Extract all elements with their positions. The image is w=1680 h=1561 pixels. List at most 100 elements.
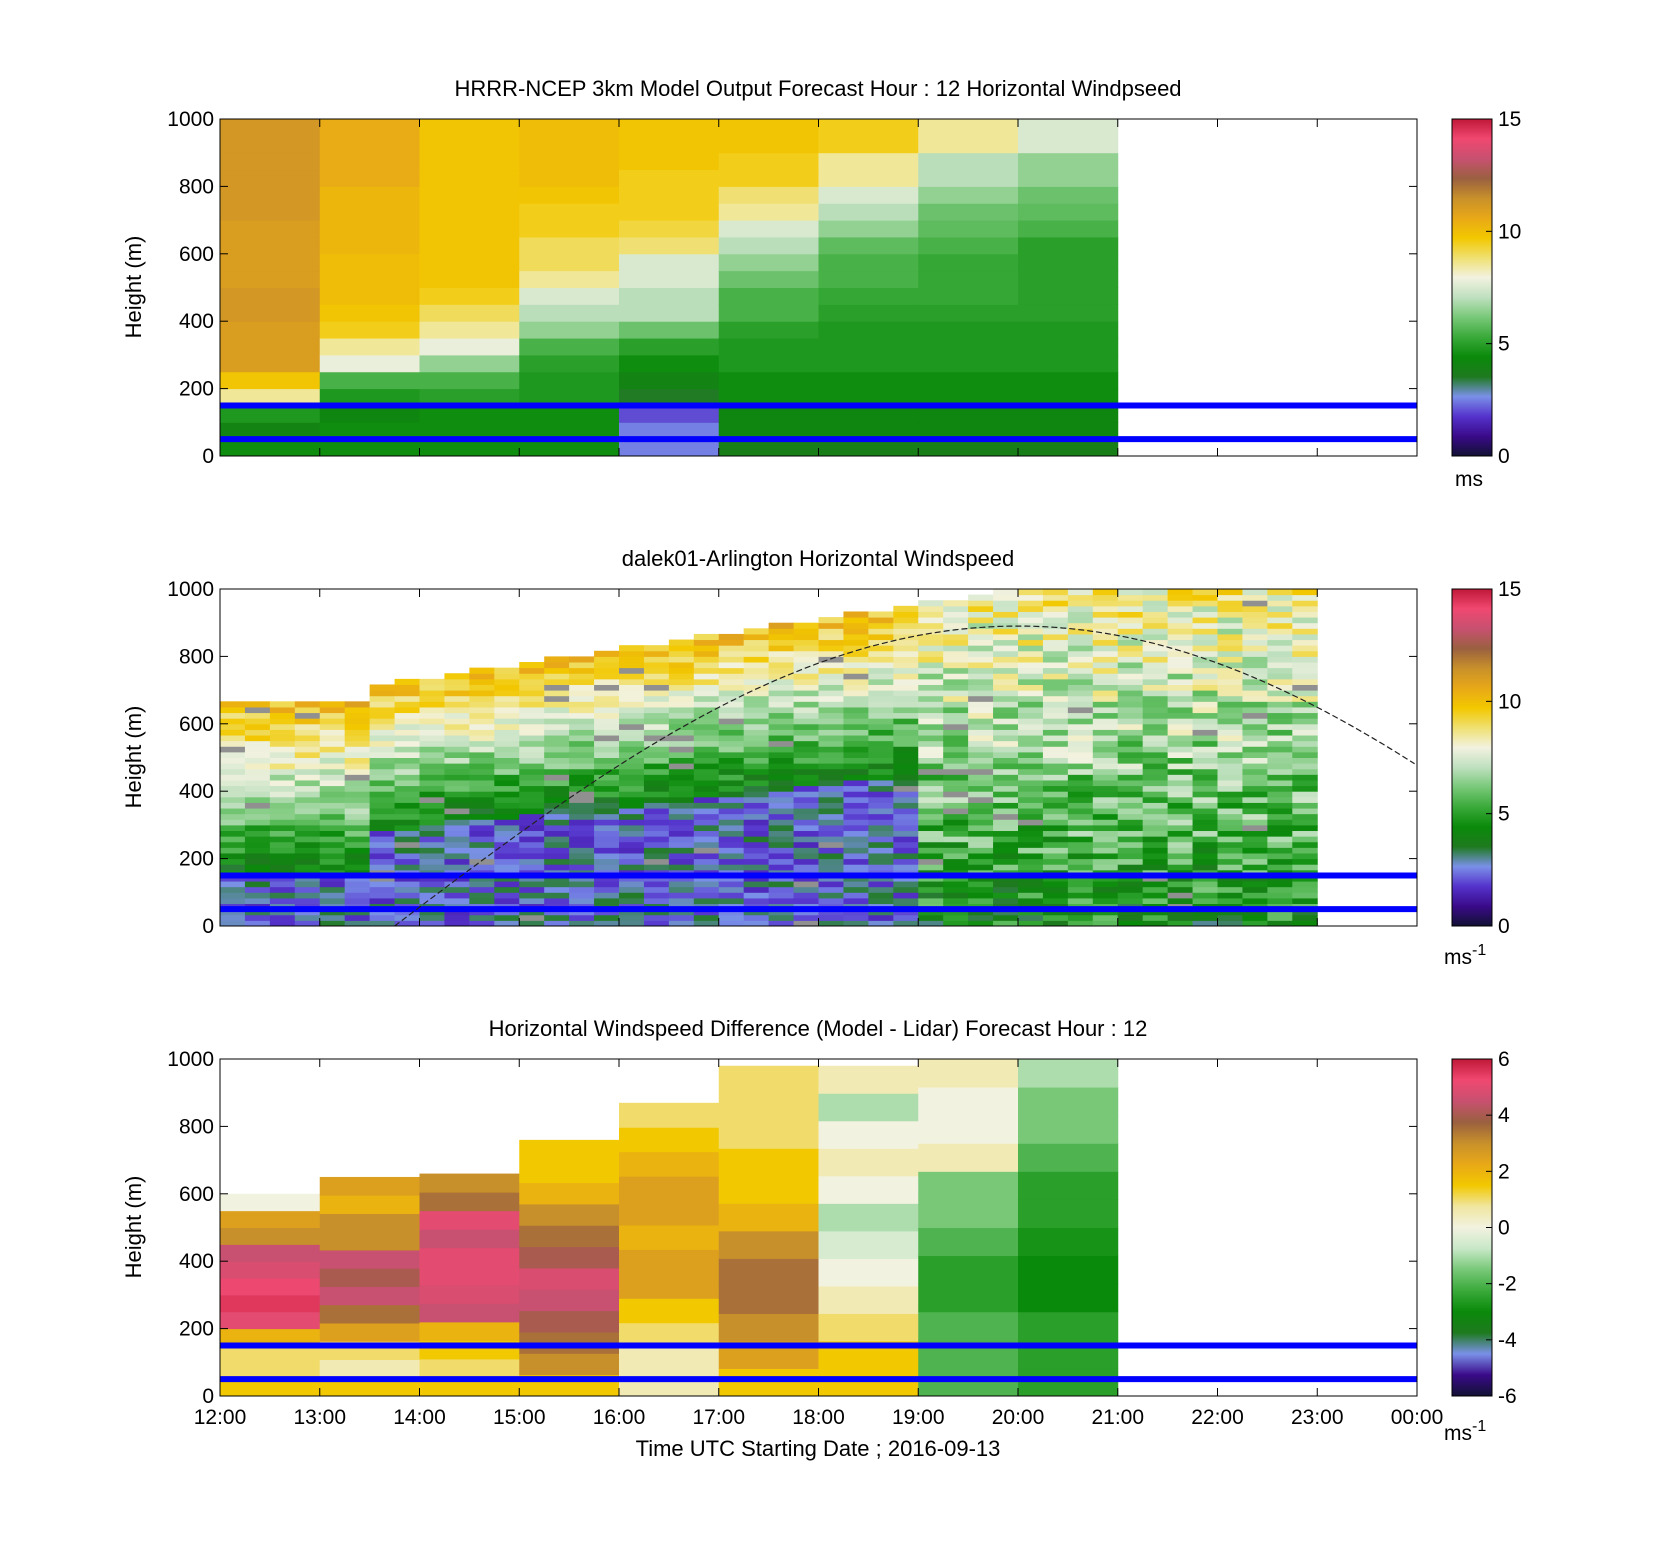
heatmap-cell xyxy=(918,253,1019,272)
heatmap-cell xyxy=(594,740,620,747)
heatmap-cell xyxy=(693,897,720,905)
heatmap-cell xyxy=(619,763,645,770)
heatmap-cell xyxy=(619,802,645,809)
heatmap-cell xyxy=(444,706,470,714)
heatmap-cell xyxy=(818,751,844,758)
heatmap-cell xyxy=(818,881,844,888)
heatmap-cell xyxy=(1242,830,1268,837)
heatmap-cell xyxy=(818,633,844,641)
heatmap-cell xyxy=(220,152,321,171)
heatmap-cell xyxy=(1292,847,1318,854)
heatmap-cell xyxy=(394,796,420,803)
heatmap-cell xyxy=(743,695,770,702)
heatmap-cell xyxy=(344,701,371,708)
heatmap-cell xyxy=(718,852,745,860)
heatmap-cell xyxy=(968,723,994,730)
heatmap-cell xyxy=(918,858,944,865)
heatmap-cell xyxy=(619,847,645,854)
heatmap-cell xyxy=(868,639,894,646)
heatmap-cell xyxy=(319,1377,420,1396)
heatmap-cell xyxy=(1292,622,1318,629)
heatmap-cell xyxy=(1267,886,1293,893)
heatmap-cell xyxy=(918,628,944,635)
heatmap-cell xyxy=(319,1231,420,1251)
colorbar-tick-label: 10 xyxy=(1498,690,1521,713)
heatmap-cell xyxy=(319,723,346,730)
heatmap-cell xyxy=(220,886,246,893)
heatmap-cell xyxy=(1292,785,1318,792)
heatmap-cell xyxy=(294,735,321,742)
heatmap-cell xyxy=(394,740,420,747)
heatmap-cell xyxy=(469,729,495,736)
heatmap-cell xyxy=(1092,791,1119,798)
heatmap-cell xyxy=(594,746,620,753)
heatmap-cell xyxy=(1067,897,1094,905)
heatmap-cell xyxy=(818,706,844,714)
heatmap-cell xyxy=(818,886,844,893)
heatmap-cell xyxy=(594,847,620,854)
heatmap-cell xyxy=(918,338,1019,356)
heatmap-cell xyxy=(1292,808,1318,815)
heatmap-cell xyxy=(1142,656,1169,663)
heatmap-cell xyxy=(444,796,470,803)
heatmap-cell xyxy=(369,920,396,926)
heatmap-cell xyxy=(544,796,570,803)
heatmap-cell xyxy=(693,706,720,714)
heatmap-cell xyxy=(619,1200,720,1226)
heatmap-cell xyxy=(269,819,296,826)
heatmap-cell xyxy=(1267,841,1293,848)
heatmap-cell xyxy=(768,824,795,832)
heatmap-cell xyxy=(1142,690,1169,697)
heatmap-cell xyxy=(544,836,570,843)
heatmap-cell xyxy=(1142,746,1169,753)
heatmap-cell xyxy=(444,723,470,730)
heatmap-cell xyxy=(943,712,969,719)
heatmap-cell xyxy=(993,763,1019,770)
heatmap-cell xyxy=(793,695,819,702)
heatmap-cell xyxy=(718,735,745,742)
heatmap-cell xyxy=(918,656,944,663)
heatmap-cell xyxy=(643,656,670,663)
heatmap-cell xyxy=(668,881,695,888)
heatmap-cell xyxy=(569,695,595,702)
heatmap-cell xyxy=(394,791,420,798)
heatmap-cell xyxy=(693,650,720,657)
heatmap-cell xyxy=(569,886,595,893)
heatmap-cell xyxy=(718,774,745,781)
heatmap-cell xyxy=(494,718,520,725)
heatmap-cell xyxy=(818,1065,919,1094)
heatmap-cell xyxy=(1242,909,1268,916)
heatmap-cell xyxy=(419,388,520,406)
heatmap-cell xyxy=(693,701,720,708)
heatmap-cell xyxy=(668,920,695,926)
heatmap-cell xyxy=(643,897,670,905)
heatmap-cell xyxy=(643,695,670,702)
heatmap-cell xyxy=(220,220,321,238)
heatmap-cell xyxy=(319,841,346,848)
heatmap-cell xyxy=(1142,847,1169,854)
heatmap-cell xyxy=(319,813,346,820)
heatmap-cell xyxy=(743,858,770,865)
heatmap-cell xyxy=(1242,763,1268,770)
heatmap-cell xyxy=(1267,712,1293,719)
heatmap-cell xyxy=(718,796,745,803)
heatmap-cell xyxy=(519,841,545,848)
heatmap-cell xyxy=(643,706,670,714)
heatmap-cell xyxy=(269,701,296,708)
heatmap-cell xyxy=(768,622,795,629)
heatmap-cell xyxy=(1142,852,1169,860)
heatmap-cell xyxy=(668,729,695,736)
heatmap-cell xyxy=(1067,605,1094,612)
heatmap-cell xyxy=(918,1283,1019,1313)
heatmap-cell xyxy=(569,690,595,697)
heatmap-cell xyxy=(544,791,570,798)
heatmap-cell xyxy=(619,695,645,702)
heatmap-cell xyxy=(619,673,645,680)
heatmap-cell xyxy=(244,836,271,843)
heatmap-cell xyxy=(718,422,819,440)
heatmap-cell xyxy=(693,791,720,798)
heatmap-cell xyxy=(843,678,869,685)
heatmap-cell xyxy=(419,1247,520,1267)
heatmap-cell xyxy=(244,701,271,708)
heatmap-cell xyxy=(943,723,969,730)
